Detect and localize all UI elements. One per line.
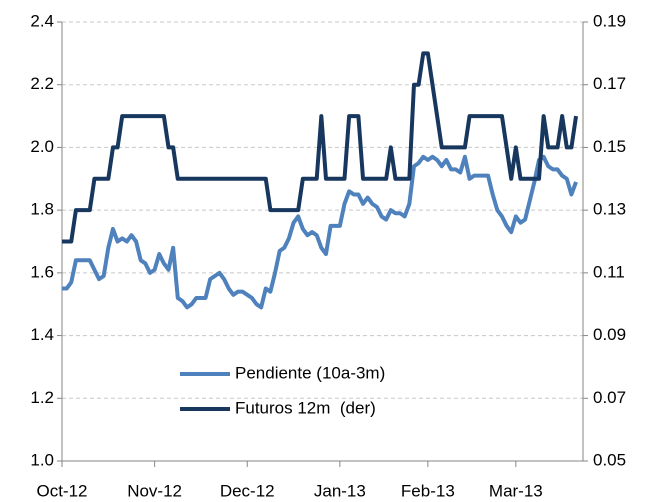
- x-tick-label: Mar-13: [489, 481, 543, 500]
- y2-tick-label: 0.19: [593, 11, 626, 30]
- x-tick-label: Nov-12: [127, 481, 182, 500]
- series-line: [62, 154, 578, 310]
- legend-label: Futuros 12m (der): [235, 398, 376, 417]
- series-line: [62, 51, 579, 244]
- y-tick-label: 1.4: [30, 325, 54, 344]
- y2-tick-label: 0.07: [593, 388, 626, 407]
- y2-tick-label: 0.09: [593, 325, 626, 344]
- y-tick-label: 2.2: [30, 74, 54, 93]
- y-tick-label: 1.0: [30, 450, 54, 469]
- y2-tick-label: 0.15: [593, 137, 626, 156]
- y2-tick-label: 0.17: [593, 74, 626, 93]
- y-tick-label: 2.0: [30, 137, 54, 156]
- y-tick-label: 1.8: [30, 200, 54, 219]
- y2-tick-label: 0.11: [593, 262, 625, 281]
- x-tick-label: Jan-13: [314, 481, 366, 500]
- y2-tick-label: 0.05: [593, 450, 626, 469]
- y-tick-label: 1.6: [30, 262, 54, 281]
- y2-tick-label: 0.13: [593, 200, 626, 219]
- x-tick-label: Dec-12: [220, 481, 275, 500]
- legend-label: Pendiente (10a-3m): [235, 363, 385, 382]
- y-tick-label: 2.4: [30, 11, 54, 30]
- y-tick-label: 1.2: [30, 388, 54, 407]
- x-tick-label: Oct-12: [36, 481, 87, 500]
- x-tick-label: Feb-13: [401, 481, 455, 500]
